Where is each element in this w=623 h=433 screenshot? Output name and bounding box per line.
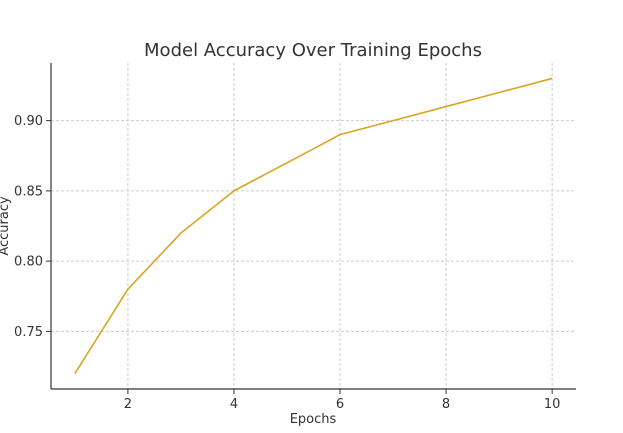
chart-title: Model Accuracy Over Training Epochs bbox=[144, 40, 482, 61]
y-axis-label: Accuracy bbox=[0, 196, 12, 256]
y-tick-label: 0.85 bbox=[14, 184, 43, 199]
x-tick-label: 4 bbox=[230, 397, 238, 412]
x-tick-label: 6 bbox=[336, 397, 344, 412]
x-tick-label: 10 bbox=[544, 397, 561, 412]
x-tick-label: 8 bbox=[442, 397, 450, 412]
y-tick-label: 0.75 bbox=[14, 325, 43, 340]
y-tick-label: 0.90 bbox=[14, 114, 43, 129]
x-axis-label: Epochs bbox=[290, 412, 337, 427]
grid bbox=[51, 63, 576, 389]
x-ticks: 2 4 6 8 10 bbox=[124, 389, 561, 412]
y-ticks: 0.75 0.80 0.85 0.90 bbox=[14, 114, 51, 340]
series-layer bbox=[74, 77, 553, 374]
y-tick-label: 0.80 bbox=[14, 255, 43, 270]
x-tick-label: 2 bbox=[124, 397, 132, 412]
accuracy-line bbox=[74, 77, 553, 374]
